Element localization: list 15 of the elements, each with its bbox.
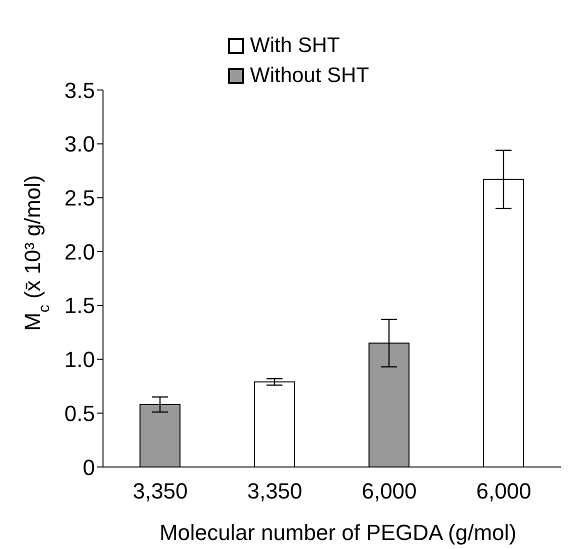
y-tick-label: 2.0 xyxy=(64,239,95,264)
y-tick-label: 1.0 xyxy=(64,347,95,372)
y-tick-label: 2.5 xyxy=(64,186,95,211)
x-tick-label: 6,000 xyxy=(362,478,417,504)
x-tick-label: 3,350 xyxy=(132,478,188,504)
y-tick-label: 3.0 xyxy=(64,132,95,157)
legend-label: Without SHT xyxy=(250,64,370,88)
y-tick-label: 3.5 xyxy=(64,78,95,103)
y-tick-label: 1.5 xyxy=(64,293,95,318)
x-tick-label: 6,000 xyxy=(476,478,532,504)
legend-label: With SHT xyxy=(250,34,340,58)
x-axis-title: Molecular number of PEGDA (g/mol) xyxy=(158,520,518,546)
x-tick-label: 3,350 xyxy=(247,478,302,504)
y-tick-label: 0.5 xyxy=(64,400,95,426)
y-tick-label: 0 xyxy=(82,454,95,480)
